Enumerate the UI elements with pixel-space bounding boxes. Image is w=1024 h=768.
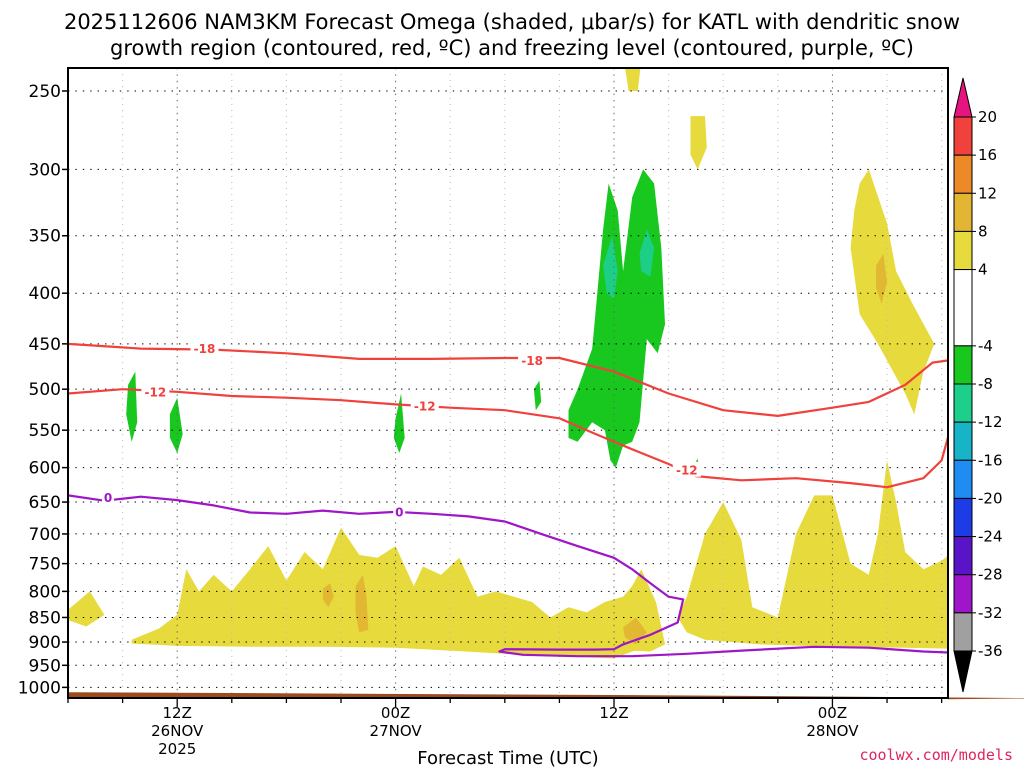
omega-region-20 — [393, 393, 405, 453]
credit-link[interactable]: coolwx.com/models — [859, 746, 1013, 764]
colorbar-swatch-6 — [953, 345, 973, 385]
colorbar-swatch-10 — [953, 497, 973, 538]
dendritic-contour-label-0-1: -18 — [521, 354, 543, 368]
x-axis-ticks: 12Z26NOV202500Z27NOV12Z00Z28NOV12Z — [67, 698, 943, 758]
y-tick-label-550: 550 — [29, 421, 61, 441]
y-tick-label-1000: 1000 — [18, 678, 61, 698]
omega-region-6 — [690, 116, 707, 170]
y-axis-ticks: 250 300 350 400 450 500 550 600 650 700 750 800 850 9… — [18, 82, 68, 698]
y-tick-label-400: 400 — [29, 284, 61, 304]
colorbar-swatch-3 — [953, 192, 973, 232]
colorbar-label-9: -20 — [978, 489, 1003, 507]
y-tick-label-950: 950 — [29, 656, 61, 676]
y-tick-label-600: 600 — [29, 459, 61, 479]
colorbar-label-1: 16 — [978, 146, 997, 164]
y-tick-label-700: 700 — [29, 525, 61, 545]
omega-region-11 — [355, 574, 369, 633]
colorbar-label-8: -16 — [978, 451, 1003, 469]
x-tick-label-36-0: 12Z — [599, 704, 628, 722]
x-tick-label-24-1: 27NOV — [370, 722, 423, 740]
colorbar-swatch-1 — [953, 116, 973, 156]
x-tick-label-48-1: 28NOV — [806, 722, 859, 740]
colorbar-label-0: 20 — [978, 108, 997, 126]
x-tick-label-12-1: 26NOV — [151, 722, 204, 740]
colorbar-swatch-4 — [953, 230, 973, 271]
dendritic-contour-label-bg — [975, 399, 1003, 414]
colorbar-swatch-13 — [953, 612, 973, 652]
y-tick-label-450: 450 — [29, 335, 61, 355]
colorbar-swatch-7 — [953, 383, 973, 423]
freezing-contour-line-0 — [68, 494, 948, 658]
x-tick-label-12-0: 12Z — [163, 704, 192, 722]
colorbar-label-2: 12 — [978, 184, 997, 202]
y-tick-label-350: 350 — [29, 227, 61, 247]
omega-region-1 — [131, 527, 665, 659]
y-tick-label-800: 800 — [29, 582, 61, 602]
colorbar-label-7: -12 — [978, 413, 1003, 431]
y-tick-label-900: 900 — [29, 633, 61, 653]
dendritic-contour-label-bg — [141, 383, 170, 399]
colorbar-label-4: 4 — [978, 261, 988, 279]
dendritic-contour-label-1-0: -12 — [145, 385, 167, 399]
colorbar-label-12: -32 — [978, 604, 1003, 622]
dendritic-contour-label-0-0: -18 — [194, 342, 216, 356]
omega-region-17 — [639, 229, 655, 277]
colorbar-swatch-12 — [953, 574, 973, 614]
freezing-contour-label-bg — [393, 503, 406, 519]
freezing-contour-label-0-1: 0 — [395, 505, 403, 519]
omega-region-9 — [850, 169, 935, 415]
colorbar-label-6: -8 — [978, 375, 993, 393]
y-tick-label-250: 250 — [29, 82, 61, 102]
dendritic-contour-label-1-2: -12 — [676, 463, 698, 477]
colorbar-bottom-arrow — [953, 650, 973, 693]
dendritic-contour-label-bg — [410, 398, 439, 414]
omega-region-13 — [876, 253, 887, 304]
colorbar-label-10: -24 — [978, 528, 1003, 546]
x-tick-label-12-2: 2025 — [158, 740, 196, 758]
dendritic-contour-line-1 — [68, 388, 948, 489]
dendritic-contour-label-bg — [518, 352, 547, 368]
y-tick-label-300: 300 — [29, 160, 61, 180]
omega-region-21 — [533, 380, 542, 411]
y-tick-label-650: 650 — [29, 493, 61, 513]
colorbar-swatch-8 — [953, 421, 973, 461]
omega-region-0 — [68, 591, 105, 627]
colorbar-swatch-5 — [953, 269, 973, 347]
colorbar-label-11: -28 — [978, 566, 1003, 584]
dendritic-contour-label-bg — [190, 340, 219, 356]
x-tick-label-24-0: 00Z — [381, 704, 410, 722]
colorbar-label-13: -36 — [978, 642, 1003, 660]
dendritic-contour-label-1-1: -12 — [414, 400, 436, 414]
colorbar-swatch-9 — [953, 459, 973, 499]
colorbar: 20 16 12 8 4 -4 -8 -12 -16 -20 -24 -28 -32 -36 — [953, 77, 1003, 693]
y-tick-label-750: 750 — [29, 555, 61, 575]
dendritic-contour-line-0 — [68, 342, 948, 417]
axes — [67, 67, 949, 699]
chart-title-line-1: 2025112606 NAM3KM Forecast Omega (shaded… — [64, 10, 960, 34]
omega-region-4 — [625, 68, 641, 91]
freezing-contour-label-bg — [102, 489, 115, 505]
x-tick-label-48-0: 00Z — [818, 704, 847, 722]
freezing-contour-label-0-0: 0 — [104, 491, 112, 505]
gridlines — [68, 68, 948, 698]
omega-region-15 — [568, 169, 665, 468]
colorbar-label-5: -4 — [978, 337, 993, 355]
omega-region-10 — [322, 583, 334, 608]
colorbar-swatch-2 — [953, 154, 973, 194]
y-tick-label-500: 500 — [29, 380, 61, 400]
colorbar-top-arrow — [953, 77, 973, 118]
omega-region-16 — [603, 235, 618, 299]
omega-region-3 — [677, 460, 948, 649]
dendritic-contour-label-bg — [672, 461, 701, 477]
chart-title-line-2: growth region (contoured, red, ºC) and f… — [110, 36, 914, 60]
omega-region-19 — [169, 397, 183, 453]
colorbar-swatch-11 — [953, 536, 973, 576]
colorbar-label-3: 8 — [978, 222, 988, 240]
plot-frame — [67, 67, 949, 699]
x-axis-title: Forecast Time (UTC) — [417, 748, 598, 768]
y-tick-label-850: 850 — [29, 608, 61, 628]
